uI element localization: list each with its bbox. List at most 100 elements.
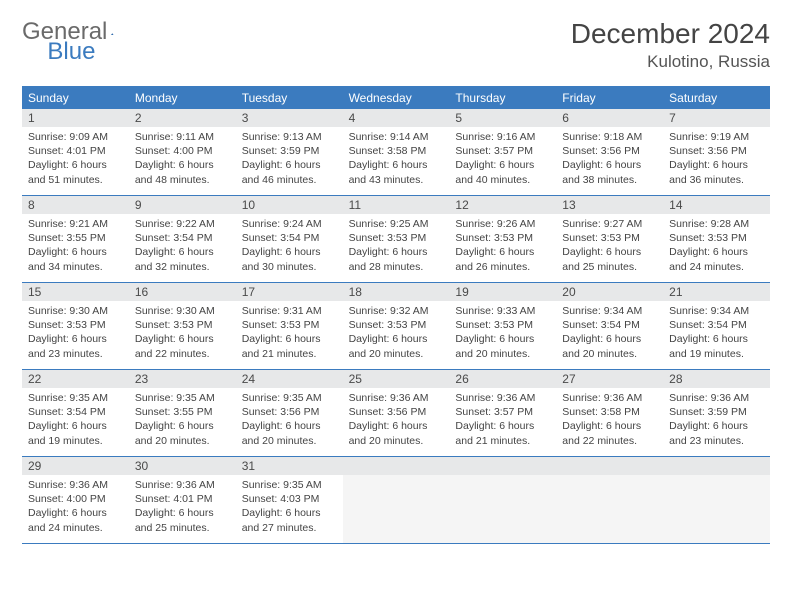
day-cell: 31Sunrise: 9:35 AMSunset: 4:03 PMDayligh… (236, 457, 343, 543)
daylight-line-1: Daylight: 6 hours (28, 245, 123, 259)
daylight-line-1: Daylight: 6 hours (242, 245, 337, 259)
sunrise-line: Sunrise: 9:33 AM (455, 304, 550, 318)
day-cell: 1Sunrise: 9:09 AMSunset: 4:01 PMDaylight… (22, 109, 129, 195)
daylight-line-2: and 22 minutes. (562, 434, 657, 448)
sunset-line: Sunset: 3:53 PM (28, 318, 123, 332)
daylight-line-1: Daylight: 6 hours (455, 245, 550, 259)
day-cell: 8Sunrise: 9:21 AMSunset: 3:55 PMDaylight… (22, 196, 129, 282)
daylight-line-2: and 30 minutes. (242, 260, 337, 274)
sunset-line: Sunset: 3:57 PM (455, 405, 550, 419)
sunrise-line: Sunrise: 9:16 AM (455, 130, 550, 144)
sunset-line: Sunset: 3:54 PM (242, 231, 337, 245)
daylight-line-1: Daylight: 6 hours (669, 332, 764, 346)
sunset-line: Sunset: 3:58 PM (349, 144, 444, 158)
daylight-line-2: and 25 minutes. (135, 521, 230, 535)
daylight-line-2: and 25 minutes. (562, 260, 657, 274)
sunset-line: Sunset: 4:00 PM (135, 144, 230, 158)
sunset-line: Sunset: 3:57 PM (455, 144, 550, 158)
daylight-line-1: Daylight: 6 hours (242, 419, 337, 433)
day-number: 24 (236, 370, 343, 388)
day-number: 8 (22, 196, 129, 214)
daylight-line-1: Daylight: 6 hours (349, 332, 444, 346)
daylight-line-1: Daylight: 6 hours (455, 332, 550, 346)
day-cell: 20Sunrise: 9:34 AMSunset: 3:54 PMDayligh… (556, 283, 663, 369)
empty-cell (663, 457, 770, 543)
dow-label: Wednesday (343, 87, 450, 109)
sunrise-line: Sunrise: 9:35 AM (242, 478, 337, 492)
daylight-line-1: Daylight: 6 hours (135, 158, 230, 172)
sunrise-line: Sunrise: 9:25 AM (349, 217, 444, 231)
daylight-line-2: and 19 minutes. (669, 347, 764, 361)
sunset-line: Sunset: 3:53 PM (455, 318, 550, 332)
calendar: SundayMondayTuesdayWednesdayThursdayFrid… (22, 86, 770, 544)
day-number: 21 (663, 283, 770, 301)
daylight-line-2: and 21 minutes. (455, 434, 550, 448)
sunset-line: Sunset: 4:03 PM (242, 492, 337, 506)
dow-label: Sunday (22, 87, 129, 109)
sunset-line: Sunset: 4:00 PM (28, 492, 123, 506)
sunset-line: Sunset: 3:53 PM (242, 318, 337, 332)
day-cell: 23Sunrise: 9:35 AMSunset: 3:55 PMDayligh… (129, 370, 236, 456)
daylight-line-1: Daylight: 6 hours (669, 158, 764, 172)
title-block: December 2024 Kulotino, Russia (571, 18, 770, 72)
daylight-line-1: Daylight: 6 hours (242, 158, 337, 172)
sunset-line: Sunset: 3:54 PM (28, 405, 123, 419)
day-number: 12 (449, 196, 556, 214)
daylight-line-2: and 43 minutes. (349, 173, 444, 187)
sunrise-line: Sunrise: 9:35 AM (135, 391, 230, 405)
sunrise-line: Sunrise: 9:34 AM (562, 304, 657, 318)
day-cell: 2Sunrise: 9:11 AMSunset: 4:00 PMDaylight… (129, 109, 236, 195)
sunrise-line: Sunrise: 9:36 AM (562, 391, 657, 405)
sunset-line: Sunset: 3:53 PM (349, 231, 444, 245)
sunrise-line: Sunrise: 9:36 AM (455, 391, 550, 405)
day-cell: 27Sunrise: 9:36 AMSunset: 3:58 PMDayligh… (556, 370, 663, 456)
daylight-line-1: Daylight: 6 hours (349, 419, 444, 433)
sunset-line: Sunset: 3:53 PM (455, 231, 550, 245)
day-cell: 21Sunrise: 9:34 AMSunset: 3:54 PMDayligh… (663, 283, 770, 369)
day-cell: 3Sunrise: 9:13 AMSunset: 3:59 PMDaylight… (236, 109, 343, 195)
dow-label: Monday (129, 87, 236, 109)
dow-label: Tuesday (236, 87, 343, 109)
sunset-line: Sunset: 3:59 PM (669, 405, 764, 419)
daylight-line-2: and 23 minutes. (28, 347, 123, 361)
day-cell: 7Sunrise: 9:19 AMSunset: 3:56 PMDaylight… (663, 109, 770, 195)
day-number: 17 (236, 283, 343, 301)
daylight-line-2: and 51 minutes. (28, 173, 123, 187)
daylight-line-2: and 24 minutes. (669, 260, 764, 274)
sunrise-line: Sunrise: 9:28 AM (669, 217, 764, 231)
daylight-line-1: Daylight: 6 hours (135, 332, 230, 346)
day-cell: 16Sunrise: 9:30 AMSunset: 3:53 PMDayligh… (129, 283, 236, 369)
sunset-line: Sunset: 4:01 PM (28, 144, 123, 158)
sunset-line: Sunset: 3:56 PM (562, 144, 657, 158)
sunrise-line: Sunrise: 9:27 AM (562, 217, 657, 231)
daylight-line-2: and 24 minutes. (28, 521, 123, 535)
sunset-line: Sunset: 4:01 PM (135, 492, 230, 506)
day-cell: 9Sunrise: 9:22 AMSunset: 3:54 PMDaylight… (129, 196, 236, 282)
daylight-line-1: Daylight: 6 hours (242, 332, 337, 346)
sunset-line: Sunset: 3:53 PM (669, 231, 764, 245)
day-cell: 10Sunrise: 9:24 AMSunset: 3:54 PMDayligh… (236, 196, 343, 282)
sunset-line: Sunset: 3:55 PM (28, 231, 123, 245)
daylight-line-2: and 40 minutes. (455, 173, 550, 187)
day-cell: 14Sunrise: 9:28 AMSunset: 3:53 PMDayligh… (663, 196, 770, 282)
sunrise-line: Sunrise: 9:35 AM (242, 391, 337, 405)
sunrise-line: Sunrise: 9:32 AM (349, 304, 444, 318)
daylight-line-1: Daylight: 6 hours (562, 419, 657, 433)
daylight-line-2: and 48 minutes. (135, 173, 230, 187)
day-number: 29 (22, 457, 129, 475)
sunrise-line: Sunrise: 9:30 AM (135, 304, 230, 318)
day-number: 30 (129, 457, 236, 475)
day-cell: 4Sunrise: 9:14 AMSunset: 3:58 PMDaylight… (343, 109, 450, 195)
sunset-line: Sunset: 3:55 PM (135, 405, 230, 419)
day-number: 31 (236, 457, 343, 475)
daylight-line-1: Daylight: 6 hours (562, 332, 657, 346)
daylight-line-1: Daylight: 6 hours (28, 506, 123, 520)
brand-triangle-icon (111, 22, 114, 42)
sunrise-line: Sunrise: 9:19 AM (669, 130, 764, 144)
daylight-line-2: and 27 minutes. (242, 521, 337, 535)
month-title: December 2024 (571, 18, 770, 50)
day-cell: 11Sunrise: 9:25 AMSunset: 3:53 PMDayligh… (343, 196, 450, 282)
day-cell: 18Sunrise: 9:32 AMSunset: 3:53 PMDayligh… (343, 283, 450, 369)
sunrise-line: Sunrise: 9:30 AM (28, 304, 123, 318)
day-number: 13 (556, 196, 663, 214)
